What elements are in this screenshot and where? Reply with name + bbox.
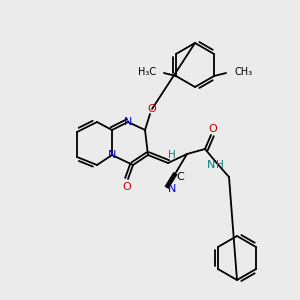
- Text: CH₃: CH₃: [234, 67, 252, 77]
- Text: H: H: [168, 150, 176, 160]
- Text: C: C: [176, 172, 184, 182]
- Text: O: O: [208, 124, 217, 134]
- Text: N: N: [207, 160, 215, 170]
- Text: N: N: [168, 184, 176, 194]
- Text: N: N: [124, 117, 132, 127]
- Text: O: O: [148, 104, 156, 114]
- Text: H: H: [216, 160, 224, 170]
- Text: H₃C: H₃C: [138, 67, 156, 77]
- Text: N: N: [108, 150, 116, 160]
- Text: O: O: [123, 182, 131, 192]
